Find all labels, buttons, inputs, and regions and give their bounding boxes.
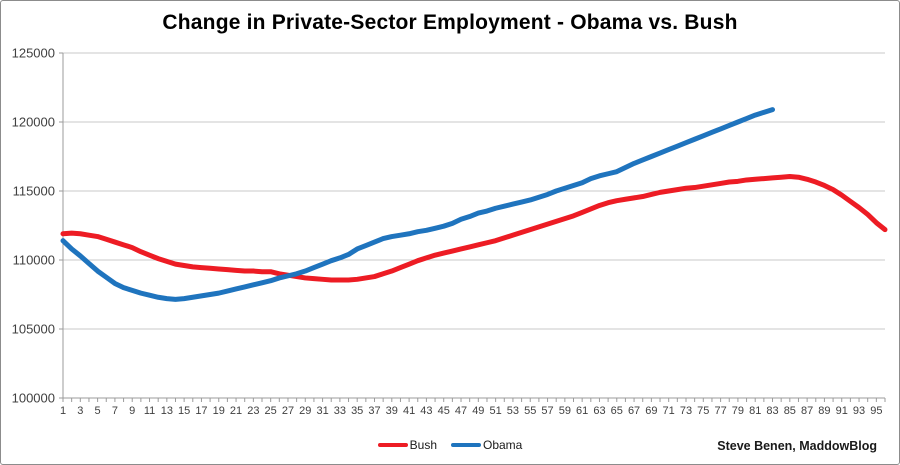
x-tick-label: 65 [611, 405, 623, 417]
chart-title: Change in Private-Sector Employment - Ob… [162, 11, 738, 34]
x-tick-label: 79 [732, 405, 744, 417]
x-tick-label: 73 [680, 405, 692, 417]
x-tick-label: 13 [161, 405, 173, 417]
x-tick-label: 57 [541, 405, 553, 417]
y-tick-label: 120000 [12, 115, 55, 130]
x-tick-label: 83 [766, 405, 778, 417]
x-tick-label: 75 [697, 405, 709, 417]
x-tick-label: 41 [403, 405, 415, 417]
attribution-text: Steve Benen, MaddowBlog [717, 439, 877, 453]
x-tick-label: 45 [438, 405, 450, 417]
y-tick-label: 125000 [12, 46, 55, 61]
x-tick-label: 19 [213, 405, 225, 417]
x-tick-label: 95 [870, 405, 882, 417]
series-line-obama [60, 107, 776, 302]
x-tick-label: 11 [144, 405, 155, 417]
x-tick-label: 59 [559, 405, 571, 417]
x-tick-label: 71 [663, 405, 675, 417]
x-tick-label: 7 [112, 405, 118, 417]
x-tick-label: 37 [368, 405, 380, 417]
y-tick-label: 100000 [12, 391, 55, 406]
chart-legend: Bush Obama [1, 438, 899, 452]
x-tick-label: 39 [386, 405, 398, 417]
y-tick-label: 105000 [12, 322, 55, 337]
x-tick-label: 63 [593, 405, 605, 417]
x-tick-label: 23 [247, 405, 259, 417]
x-tick-label: 55 [524, 405, 536, 417]
x-tick-label: 43 [420, 405, 432, 417]
legend-label-obama: Obama [483, 438, 523, 452]
x-tick-label: 9 [129, 405, 135, 417]
x-tick-label: 51 [490, 405, 502, 417]
x-tick-label: 31 [316, 405, 328, 417]
x-tick-label: 17 [195, 405, 207, 417]
x-tick-label: 27 [282, 405, 294, 417]
x-tick-label: 61 [576, 405, 588, 417]
x-tick-label: 87 [801, 405, 813, 417]
x-tick-label: 49 [472, 405, 484, 417]
x-tick-label: 89 [818, 405, 830, 417]
x-tick-label: 1 [60, 405, 66, 417]
legend-item-obama: Obama [451, 438, 522, 452]
x-tick-label: 77 [714, 405, 726, 417]
y-tick-label: 110000 [13, 253, 55, 268]
x-tick-label: 47 [455, 405, 467, 417]
x-tick-label: 29 [299, 405, 311, 417]
x-tick-label: 53 [507, 405, 519, 417]
legend-label-bush: Bush [409, 438, 437, 452]
x-tick-label: 33 [334, 405, 346, 417]
x-tick-label: 67 [628, 405, 640, 417]
x-tick-label: 15 [178, 405, 190, 417]
x-tick-label: 81 [749, 405, 761, 417]
x-tick-label: 91 [836, 405, 848, 417]
legend-item-bush: Bush [377, 438, 437, 452]
x-tick-label: 21 [230, 405, 242, 417]
x-tick-label: 35 [351, 405, 363, 417]
x-tick-label: 25 [265, 405, 277, 417]
series-line-bush [60, 174, 888, 283]
obama-line-swatch [451, 443, 481, 447]
x-tick-label: 5 [95, 405, 101, 417]
x-tick-label: 93 [853, 405, 865, 417]
y-tick-label: 115000 [13, 184, 55, 199]
x-tick-label: 85 [784, 405, 796, 417]
bush-line-swatch [377, 443, 408, 447]
x-tick-label: 69 [645, 405, 657, 417]
x-tick-label: 3 [77, 405, 83, 417]
